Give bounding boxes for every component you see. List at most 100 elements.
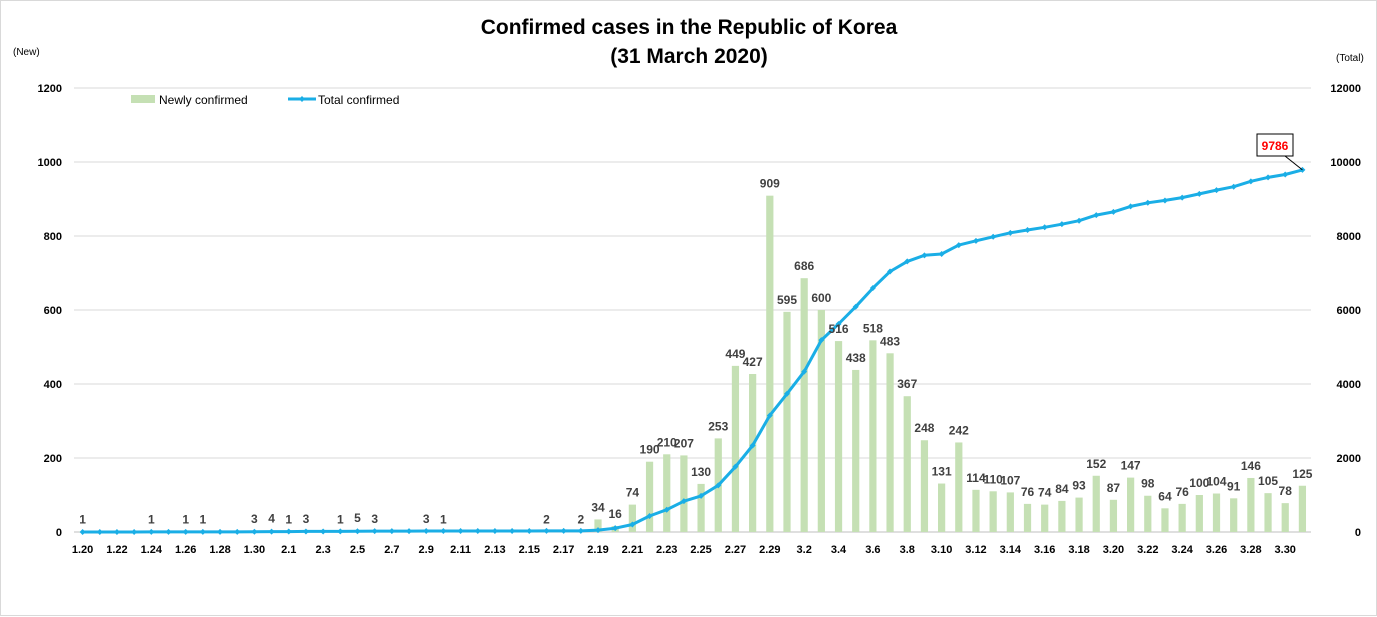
bar-data-label: 253 — [708, 419, 728, 433]
x-axis-tick-label: 2.5 — [350, 544, 365, 556]
total-confirmed-point — [423, 528, 429, 534]
total-confirmed-point — [320, 528, 326, 534]
total-confirmed-point — [200, 529, 206, 535]
bar-newly-confirmed — [663, 454, 670, 532]
total-confirmed-point — [114, 529, 120, 535]
bar-newly-confirmed — [1196, 495, 1203, 532]
x-axis-tick-label: 2.3 — [315, 544, 330, 556]
total-confirmed-point — [1265, 174, 1271, 180]
right-axis-tick-label: 8000 — [1337, 231, 1361, 243]
chart-title-line-2: (31 March 2020) — [610, 45, 768, 68]
bar-newly-confirmed — [1144, 496, 1151, 532]
bar-data-label: 64 — [1158, 489, 1172, 503]
bar-data-label: 16 — [609, 507, 623, 521]
right-axis-tick-label: 2000 — [1337, 453, 1361, 465]
bar-newly-confirmed — [1247, 478, 1254, 532]
left-axis-tick-label: 0 — [56, 527, 62, 539]
x-axis-tick-label: 3.20 — [1103, 544, 1124, 556]
bar-newly-confirmed — [1075, 498, 1082, 532]
bar-data-label: 74 — [626, 486, 640, 500]
total-confirmed-point — [165, 529, 171, 535]
total-confirmed-point — [251, 529, 257, 535]
bar-data-label: 147 — [1121, 459, 1141, 473]
legend: Newly confirmed Total confirmed — [131, 93, 399, 107]
x-axis-tick-label: 2.19 — [587, 544, 608, 556]
x-axis-tick-label: 2.27 — [725, 544, 746, 556]
x-axis-tick-label: 3.4 — [831, 544, 847, 556]
bar-data-label: 248 — [914, 421, 934, 435]
chart-title-line-1: Confirmed cases in the Republic of Korea — [481, 16, 898, 39]
total-confirmed-point — [1007, 230, 1013, 236]
total-confirmed-point — [509, 528, 515, 534]
bar-data-label: 131 — [932, 465, 952, 479]
total-callout-value: 9786 — [1262, 139, 1289, 153]
bar-newly-confirmed — [766, 196, 773, 532]
total-confirmed-point — [183, 529, 189, 535]
bar-data-label: 107 — [1000, 473, 1020, 487]
left-axis-unit: (New) — [13, 47, 40, 58]
bar-newly-confirmed — [1041, 505, 1048, 532]
bar-data-label: 1 — [440, 513, 447, 527]
bar-data-label: 2 — [543, 512, 550, 526]
bar-data-label: 518 — [863, 321, 883, 335]
bar-data-label: 98 — [1141, 477, 1155, 491]
right-axis-tick-label: 6000 — [1337, 305, 1361, 317]
bar-newly-confirmed — [886, 353, 893, 532]
x-axis-tick-label: 1.30 — [244, 544, 265, 556]
total-confirmed-point — [1214, 187, 1220, 193]
bar-newly-confirmed — [1179, 504, 1186, 532]
bar-data-label: 105 — [1258, 474, 1278, 488]
x-axis-tick-label: 1.20 — [72, 544, 93, 556]
bar-data-label: 483 — [880, 334, 900, 348]
x-axis-tick-label: 3.2 — [797, 544, 812, 556]
x-axis-tick-label: 2.1 — [281, 544, 296, 556]
bar-newly-confirmed — [801, 278, 808, 532]
right-axis-tick-label: 0 — [1355, 527, 1361, 539]
bar-newly-confirmed — [1264, 493, 1271, 532]
bar-newly-confirmed — [852, 370, 859, 532]
bar-data-label: 1 — [285, 513, 292, 527]
total-confirmed-point — [303, 528, 309, 534]
bar-data-label: 909 — [760, 177, 780, 191]
total-confirmed-point — [990, 234, 996, 240]
x-axis-tick-label: 3.24 — [1171, 544, 1193, 556]
total-confirmed-point — [406, 528, 412, 534]
bar-newly-confirmed — [869, 340, 876, 532]
x-axis-tick-label: 2.7 — [384, 544, 399, 556]
bar-data-label: 242 — [949, 423, 969, 437]
bar-data-label: 3 — [303, 512, 310, 526]
bar-newly-confirmed — [646, 462, 653, 532]
bar-newly-confirmed — [1007, 492, 1014, 532]
bar-data-label: 74 — [1038, 486, 1052, 500]
bar-data-label: 3 — [423, 512, 430, 526]
bar-data-label: 87 — [1107, 481, 1121, 495]
x-axis-tick-label: 2.9 — [419, 544, 434, 556]
total-confirmed-point — [97, 529, 103, 535]
bar-data-label: 93 — [1072, 479, 1086, 493]
total-confirmed-point — [148, 529, 154, 535]
total-confirmed-point — [1145, 200, 1151, 206]
left-axis-tick-label: 200 — [44, 453, 62, 465]
x-axis-tick-label: 3.26 — [1206, 544, 1227, 556]
bar-newly-confirmed — [697, 484, 704, 532]
x-axis-tick-label: 3.22 — [1137, 544, 1158, 556]
bar-newly-confirmed — [1213, 494, 1220, 532]
bar-newly-confirmed — [835, 341, 842, 532]
bar-data-label: 76 — [1021, 485, 1035, 499]
left-axis-tick-label: 1000 — [38, 157, 62, 169]
total-confirmed-point — [492, 528, 498, 534]
x-axis-tick-label: 2.23 — [656, 544, 677, 556]
bar-data-label: 78 — [1279, 484, 1293, 498]
bar-data-label: 4 — [268, 512, 275, 526]
total-confirmed-point — [1179, 195, 1185, 201]
legend-label-total-confirmed: Total confirmed — [318, 93, 399, 107]
bar-newly-confirmed — [629, 505, 636, 532]
x-axis-tick-label: 1.24 — [141, 544, 163, 556]
total-confirmed-point — [543, 528, 549, 534]
total-confirmed-point — [234, 529, 240, 535]
bar-newly-confirmed — [1161, 508, 1168, 532]
bar-newly-confirmed — [1058, 501, 1065, 532]
